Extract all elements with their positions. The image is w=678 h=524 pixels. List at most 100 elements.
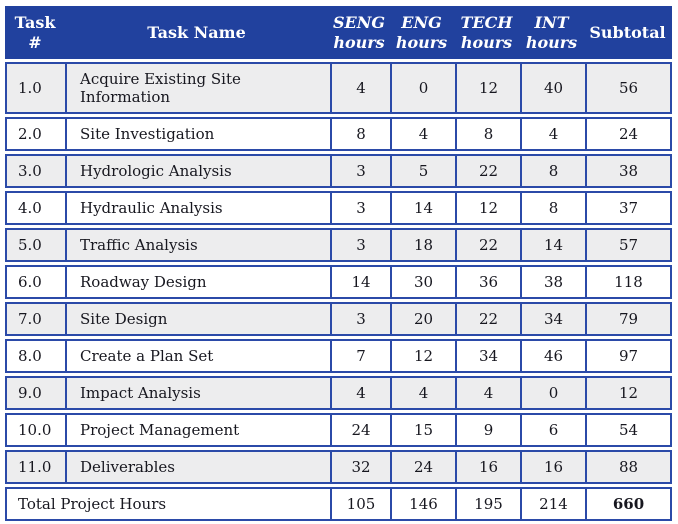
task-name-cell: Traffic Analysis xyxy=(65,228,330,263)
seng-hours-cell: 24 xyxy=(330,413,390,448)
table-row: 5.0 Traffic Analysis 3 18 22 14 57 xyxy=(5,228,672,263)
header-row: Task # Task Name SENG hours ENG hours TE… xyxy=(5,6,672,60)
subtotal-cell: 118 xyxy=(585,265,672,300)
eng-hours-cell: 18 xyxy=(390,228,455,263)
int-hours-cell: 0 xyxy=(520,376,585,411)
tech-hours-cell: 16 xyxy=(455,450,520,485)
eng-hours-cell: 12 xyxy=(390,339,455,374)
task-number-cell: 1.0 xyxy=(5,62,65,115)
tech-hours-cell: 8 xyxy=(455,117,520,152)
table-row: 4.0 Hydraulic Analysis 3 14 12 8 37 xyxy=(5,191,672,226)
subtotal-cell: 79 xyxy=(585,302,672,337)
seng-hours-cell: 4 xyxy=(330,62,390,115)
int-hours-cell: 16 xyxy=(520,450,585,485)
task-number-cell: 6.0 xyxy=(5,265,65,300)
task-number-cell: 11.0 xyxy=(5,450,65,485)
subtotal-cell: 37 xyxy=(585,191,672,226)
task-number-cell: 7.0 xyxy=(5,302,65,337)
table-row: 6.0 Roadway Design 14 30 36 38 118 xyxy=(5,265,672,300)
int-hours-cell: 6 xyxy=(520,413,585,448)
tech-hours-cell: 9 xyxy=(455,413,520,448)
tech-hours-cell: 22 xyxy=(455,302,520,337)
task-name-cell: Project Management xyxy=(65,413,330,448)
int-hours-cell: 8 xyxy=(520,154,585,189)
eng-hours-cell: 0 xyxy=(390,62,455,115)
task-number-cell: 5.0 xyxy=(5,228,65,263)
eng-hours-cell: 30 xyxy=(390,265,455,300)
subtotal-cell: 12 xyxy=(585,376,672,411)
table-row: 11.0 Deliverables 32 24 16 16 88 xyxy=(5,450,672,485)
int-hours-cell: 38 xyxy=(520,265,585,300)
table-row: 2.0 Site Investigation 8 4 8 4 24 xyxy=(5,117,672,152)
column-header-eng-hours: ENG hours xyxy=(390,6,455,60)
subtotal-cell: 97 xyxy=(585,339,672,374)
int-hours-cell: 8 xyxy=(520,191,585,226)
task-number-cell: 10.0 xyxy=(5,413,65,448)
seng-hours-cell: 3 xyxy=(330,154,390,189)
total-eng-hours-cell: 146 xyxy=(390,487,455,522)
int-hours-cell: 14 xyxy=(520,228,585,263)
subtotal-cell: 24 xyxy=(585,117,672,152)
eng-hours-cell: 14 xyxy=(390,191,455,226)
seng-hours-cell: 3 xyxy=(330,302,390,337)
table-row: 3.0 Hydrologic Analysis 3 5 22 8 38 xyxy=(5,154,672,189)
column-header-seng-hours: SENG hours xyxy=(330,6,390,60)
eng-hours-cell: 4 xyxy=(390,117,455,152)
task-name-cell: Hydrologic Analysis xyxy=(65,154,330,189)
task-number-cell: 2.0 xyxy=(5,117,65,152)
task-number-cell: 8.0 xyxy=(5,339,65,374)
subtotal-cell: 56 xyxy=(585,62,672,115)
eng-hours-cell: 4 xyxy=(390,376,455,411)
subtotal-cell: 54 xyxy=(585,413,672,448)
seng-hours-cell: 7 xyxy=(330,339,390,374)
int-hours-cell: 40 xyxy=(520,62,585,115)
tech-hours-cell: 12 xyxy=(455,191,520,226)
task-name-cell: Hydraulic Analysis xyxy=(65,191,330,226)
seng-hours-cell: 32 xyxy=(330,450,390,485)
eng-hours-cell: 5 xyxy=(390,154,455,189)
subtotal-cell: 57 xyxy=(585,228,672,263)
task-number-cell: 3.0 xyxy=(5,154,65,189)
table-row: 8.0 Create a Plan Set 7 12 34 46 97 xyxy=(5,339,672,374)
seng-hours-cell: 3 xyxy=(330,228,390,263)
subtotal-cell: 38 xyxy=(585,154,672,189)
eng-hours-cell: 15 xyxy=(390,413,455,448)
tech-hours-cell: 22 xyxy=(455,154,520,189)
task-name-cell: Acquire Existing Site Information xyxy=(65,62,330,115)
total-seng-hours-cell: 105 xyxy=(330,487,390,522)
task-name-cell: Deliverables xyxy=(65,450,330,485)
int-hours-cell: 34 xyxy=(520,302,585,337)
table-row: 1.0 Acquire Existing Site Information 4 … xyxy=(5,62,672,115)
table-row: 9.0 Impact Analysis 4 4 4 0 12 xyxy=(5,376,672,411)
eng-hours-cell: 20 xyxy=(390,302,455,337)
int-hours-cell: 4 xyxy=(520,117,585,152)
seng-hours-cell: 3 xyxy=(330,191,390,226)
total-row: Total Project Hours 105 146 195 214 660 xyxy=(5,487,672,522)
total-int-hours-cell: 214 xyxy=(520,487,585,522)
task-name-cell: Impact Analysis xyxy=(65,376,330,411)
tech-hours-cell: 34 xyxy=(455,339,520,374)
total-tech-hours-cell: 195 xyxy=(455,487,520,522)
total-subtotal-cell: 660 xyxy=(585,487,672,522)
column-header-int-hours: INT hours xyxy=(520,6,585,60)
task-name-cell: Site Design xyxy=(65,302,330,337)
tech-hours-cell: 36 xyxy=(455,265,520,300)
eng-hours-cell: 24 xyxy=(390,450,455,485)
task-number-cell: 9.0 xyxy=(5,376,65,411)
task-name-cell: Roadway Design xyxy=(65,265,330,300)
tech-hours-cell: 4 xyxy=(455,376,520,411)
total-label-cell: Total Project Hours xyxy=(5,487,330,522)
seng-hours-cell: 8 xyxy=(330,117,390,152)
tech-hours-cell: 12 xyxy=(455,62,520,115)
int-hours-cell: 46 xyxy=(520,339,585,374)
column-header-subtotal: Subtotal xyxy=(585,6,672,60)
task-name-cell: Create a Plan Set xyxy=(65,339,330,374)
seng-hours-cell: 14 xyxy=(330,265,390,300)
project-hours-table: Task # Task Name SENG hours ENG hours TE… xyxy=(5,3,672,524)
table-row: 7.0 Site Design 3 20 22 34 79 xyxy=(5,302,672,337)
column-header-task-name: Task Name xyxy=(65,6,330,60)
task-number-cell: 4.0 xyxy=(5,191,65,226)
column-header-task-number: Task # xyxy=(5,6,65,60)
seng-hours-cell: 4 xyxy=(330,376,390,411)
subtotal-cell: 88 xyxy=(585,450,672,485)
